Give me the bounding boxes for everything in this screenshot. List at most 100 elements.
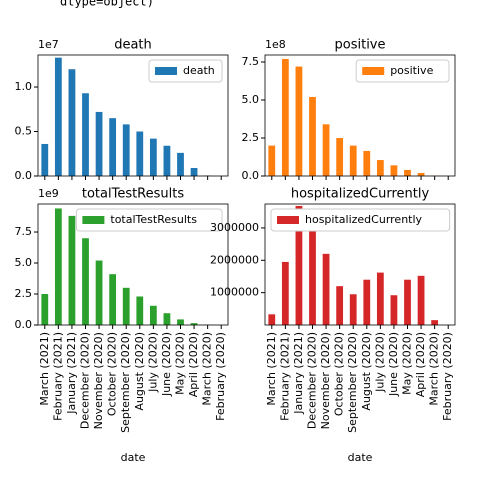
bar <box>163 145 171 176</box>
bar <box>309 96 316 176</box>
bar <box>417 275 425 325</box>
legend-swatch <box>82 216 105 224</box>
bar <box>95 111 103 176</box>
x-tick-label: July (2020) <box>373 332 386 393</box>
bar <box>190 323 198 325</box>
y-tick-label: 1.0 <box>15 80 33 93</box>
legend-swatch <box>155 67 177 75</box>
x-axis-label: date <box>121 451 146 464</box>
x-tick-label: March (2020) <box>428 332 441 406</box>
bar <box>109 118 117 176</box>
bar <box>390 165 398 176</box>
legend-frame <box>75 208 223 232</box>
y-tick-label: 1000000 <box>210 286 259 299</box>
legend-frame <box>148 59 223 83</box>
x-tick-label: October (2020) <box>106 332 119 416</box>
bar <box>68 69 76 176</box>
bar <box>417 172 425 176</box>
bar <box>136 296 144 325</box>
bar <box>268 314 276 325</box>
axes-frame <box>264 54 456 177</box>
y-tick-label: 0.0 <box>15 318 33 331</box>
offset-text: 1e9 <box>38 187 59 200</box>
bar <box>82 238 89 325</box>
x-tick-label: December (2020) <box>306 332 319 429</box>
x-tick-label: July (2020) <box>146 332 159 393</box>
legend-label: death <box>183 64 215 77</box>
legend-label: hospitalizedCurrently <box>305 213 423 226</box>
bar <box>363 279 371 325</box>
x-tick-label: June (2020) <box>387 332 400 397</box>
x-tick-label: February (2020) <box>441 332 454 421</box>
bar <box>163 313 171 325</box>
output-text: dtype=object) <box>60 0 154 9</box>
axes-frame <box>37 54 229 177</box>
offset-text: 1e8 <box>265 38 286 51</box>
x-tick-label: November (2020) <box>319 332 332 429</box>
bar <box>41 143 49 176</box>
x-axis-label: date <box>348 451 373 464</box>
bar <box>177 319 184 325</box>
y-tick-label: 3000000 <box>210 221 259 234</box>
bar <box>404 169 411 176</box>
bar <box>404 279 411 325</box>
legend-frame <box>270 208 451 232</box>
x-tick-label: April (2020) <box>414 332 427 397</box>
x-tick-label: April (2020) <box>187 332 200 397</box>
x-tick-label: February (2021) <box>51 332 64 421</box>
bar <box>136 131 144 176</box>
x-tick-label: March (2021) <box>265 332 278 406</box>
bar <box>177 152 184 176</box>
x-tick-label: May (2020) <box>174 332 187 395</box>
x-tick-label: September (2020) <box>119 332 132 433</box>
bar <box>336 286 344 325</box>
y-tick-label: 2.5 <box>15 287 33 300</box>
x-tick-label: May (2020) <box>401 332 414 395</box>
bar <box>322 253 330 325</box>
x-tick-label: March (2020) <box>201 332 214 406</box>
y-tick-label: 5.0 <box>242 93 260 106</box>
chart-title: totalTestResults <box>82 187 184 202</box>
bar <box>322 124 330 176</box>
bar <box>54 57 62 177</box>
x-tick-label: June (2020) <box>160 332 173 397</box>
bar <box>295 205 303 325</box>
legend-swatch <box>277 216 299 224</box>
y-tick-label: 0.0 <box>242 169 260 182</box>
bar <box>376 272 384 325</box>
legend-label: totalTestResults <box>110 213 197 226</box>
bar <box>281 261 289 325</box>
bar <box>109 274 117 325</box>
y-tick-label: 7.5 <box>242 55 260 68</box>
bar <box>82 93 89 176</box>
bar <box>349 294 357 325</box>
bar <box>376 160 384 176</box>
axes-frame <box>37 203 229 326</box>
x-tick-label: September (2020) <box>346 332 359 433</box>
bar <box>336 137 344 176</box>
chart-title: death <box>114 38 152 53</box>
legend-frame <box>355 59 450 83</box>
bar <box>295 66 303 176</box>
offset-text: 1e7 <box>38 38 59 51</box>
bar <box>149 305 157 325</box>
bar <box>431 320 439 325</box>
bar <box>122 124 130 176</box>
x-tick-label: December (2020) <box>79 332 92 429</box>
y-tick-label: 0.5 <box>15 125 33 138</box>
bar <box>309 211 316 325</box>
x-tick-label: January (2021) <box>65 332 78 415</box>
legend-label: positive <box>390 64 433 77</box>
chart-title: hospitalizedCurrently <box>291 187 430 202</box>
legend-swatch <box>362 67 385 75</box>
x-tick-label: October (2020) <box>333 332 346 416</box>
x-tick-label: January (2021) <box>292 332 305 415</box>
bar <box>390 295 398 325</box>
x-tick-label: August (2020) <box>133 332 146 411</box>
y-tick-label: 0.0 <box>15 169 33 182</box>
x-tick-label: August (2020) <box>360 332 373 411</box>
bar <box>363 150 371 176</box>
bar <box>349 145 357 176</box>
bar <box>122 287 130 325</box>
